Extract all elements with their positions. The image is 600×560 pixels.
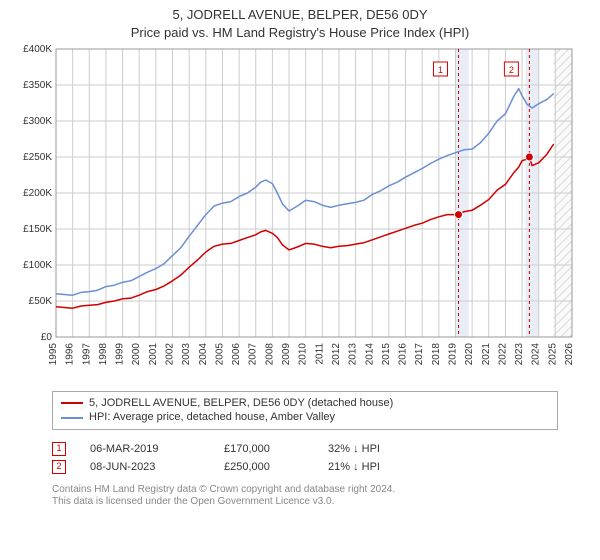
x-axis-label: 2015 [381, 343, 392, 366]
x-axis-label: 2000 [131, 343, 142, 366]
legend-swatch [61, 417, 83, 419]
y-axis-label: £0 [41, 332, 53, 343]
x-axis-label: 2006 [231, 343, 242, 366]
chart-plot-area: £0 £50K £100K £150K £200K £250K £300K £350K £400… [12, 45, 588, 385]
legend-label: HPI: Average price, detached house, Ambe… [89, 410, 335, 424]
x-axis-label: 2018 [431, 343, 442, 366]
y-axis-label: £100K [23, 260, 52, 271]
x-axis-label: 2025 [547, 343, 558, 366]
y-axis-label: £50K [29, 296, 53, 307]
sale-marker-icon: 1 [52, 442, 66, 456]
legend-swatch [61, 402, 83, 404]
chart-container: 5, JODRELL AVENUE, BELPER, DE56 0DY Pric… [0, 0, 600, 560]
x-axis-label: 2008 [264, 343, 275, 366]
sale-date: 08-JUN-2023 [90, 461, 200, 473]
legend-label: 5, JODRELL AVENUE, BELPER, DE56 0DY (det… [89, 396, 393, 410]
y-axis-label: £250K [23, 152, 52, 163]
x-axis-label: 2019 [447, 343, 458, 366]
x-axis-label: 2021 [481, 343, 492, 366]
sale-marker-flag: 1 [438, 65, 443, 75]
x-axis-label: 2012 [331, 343, 342, 366]
sale-vs-hpi: 32% ↓ HPI [328, 443, 428, 455]
x-axis-label: 2010 [298, 343, 309, 366]
x-axis-label: 2005 [214, 343, 225, 366]
line-chart-svg: £0 £50K £100K £150K £200K £250K £300K £350K £400… [12, 45, 588, 385]
y-axis-label: £300K [23, 116, 52, 127]
x-axis-label: 2013 [348, 343, 359, 366]
legend-box: 5, JODRELL AVENUE, BELPER, DE56 0DY (det… [52, 391, 558, 430]
sales-table: 1 06-MAR-2019 £170,000 32% ↓ HPI 2 08-JUN-202… [52, 440, 558, 476]
x-axis-label: 1997 [81, 343, 92, 366]
title-block: 5, JODRELL AVENUE, BELPER, DE56 0DY Pric… [12, 6, 588, 41]
legend-item: HPI: Average price, detached house, Ambe… [61, 410, 549, 424]
sale-price: £250,000 [224, 461, 304, 473]
legend-item: 5, JODRELL AVENUE, BELPER, DE56 0DY (det… [61, 396, 549, 410]
footer-line-1: Contains HM Land Registry data © Crown c… [52, 484, 558, 497]
y-axis-label: £350K [23, 80, 52, 91]
y-axis-label: £400K [23, 45, 52, 55]
x-axis-label: 2024 [531, 343, 542, 366]
sale-vs-hpi: 21% ↓ HPI [328, 461, 428, 473]
x-axis-label: 2014 [364, 343, 375, 366]
x-axis-label: 2007 [248, 343, 259, 366]
x-axis-label: 2023 [514, 343, 525, 366]
sale-row: 1 06-MAR-2019 £170,000 32% ↓ HPI [52, 440, 558, 458]
chart-title-address: 5, JODRELL AVENUE, BELPER, DE56 0DY [12, 6, 588, 24]
sale-price: £170,000 [224, 443, 304, 455]
footer-line-2: This data is licensed under the Open Gov… [52, 496, 558, 509]
x-axis-label: 2026 [564, 343, 575, 366]
x-axis-label: 1999 [115, 343, 126, 366]
x-axis-label: 2011 [314, 343, 325, 365]
sale-date: 06-MAR-2019 [90, 443, 200, 455]
x-axis-label: 1995 [48, 343, 59, 366]
sale-marker-flag: 2 [509, 65, 514, 75]
footer-note: Contains HM Land Registry data © Crown c… [52, 484, 558, 509]
x-axis-label: 1996 [65, 343, 76, 366]
x-axis-label: 2009 [281, 343, 292, 366]
sale-row: 2 08-JUN-2023 £250,000 21% ↓ HPI [52, 458, 558, 476]
series-hpi [56, 89, 554, 296]
x-axis-label: 2002 [165, 343, 176, 366]
x-axis-label: 2022 [497, 343, 508, 366]
y-axis-label: £150K [23, 224, 52, 235]
x-axis-label: 1998 [98, 343, 109, 366]
x-axis-label: 2017 [414, 343, 425, 366]
x-axis-label: 2016 [398, 343, 409, 366]
sale-marker-icon: 2 [52, 460, 66, 474]
x-axis-label: 2004 [198, 343, 209, 366]
x-axis-label: 2020 [464, 343, 475, 366]
x-axis-label: 2003 [181, 343, 192, 366]
y-axis-label: £200K [23, 188, 52, 199]
chart-subtitle: Price paid vs. HM Land Registry's House … [12, 24, 588, 42]
series-property [56, 144, 554, 308]
x-axis-label: 2001 [148, 343, 159, 366]
